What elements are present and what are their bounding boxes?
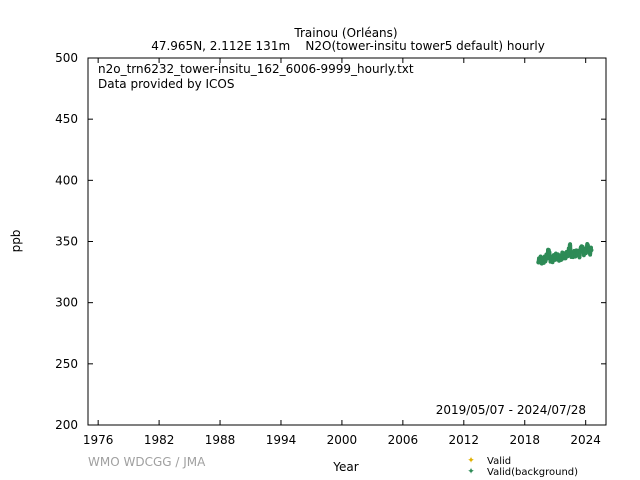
x-tick-label: 1976: [83, 433, 114, 447]
x-tick-label: 2012: [449, 433, 480, 447]
legend-label-valid: Valid: [487, 456, 511, 467]
x-tick-label: 2018: [509, 433, 540, 447]
y-tick-label: 250: [55, 357, 78, 371]
x-axis-ticks: 1976 1982 1988 1994 2000 2006 2012 2018 2024: [83, 58, 601, 447]
y-axis-ticks: 200 250 300 350 400 450 500: [55, 51, 606, 432]
legend-marker-valid: ✦: [467, 456, 475, 466]
x-tick-label: 1988: [205, 433, 236, 447]
y-tick-label: 350: [55, 235, 78, 249]
x-tick-label: 1982: [144, 433, 175, 447]
x-tick-label: 1994: [266, 433, 297, 447]
y-tick-label: 400: [55, 173, 78, 187]
y-axis-label: ppb: [9, 230, 23, 253]
y-tick-label: 450: [55, 112, 78, 126]
y-tick-label: 300: [55, 296, 78, 310]
date-range-label: 2019/05/07 - 2024/07/28: [436, 403, 586, 417]
y-tick-label: 200: [55, 418, 78, 432]
data-points: [536, 241, 594, 266]
x-axis-label: Year: [332, 460, 358, 474]
x-tick-label: 2024: [570, 433, 601, 447]
provider-label: Data provided by ICOS: [98, 77, 234, 91]
plot-area: [87, 57, 607, 426]
file-label: n2o_trn6232_tower-insitu_162_6006-9999_h…: [98, 62, 414, 76]
watermark: WMO WDCGG / JMA: [88, 455, 206, 469]
legend: ✦ Valid ✦ Valid(background): [467, 456, 578, 478]
x-tick-label: 2000: [327, 433, 358, 447]
x-tick-label: 2006: [388, 433, 419, 447]
y-tick-label: 500: [55, 51, 78, 65]
data-point: [589, 247, 594, 253]
legend-marker-background: ✦: [467, 467, 475, 477]
legend-label-background: Valid(background): [487, 467, 578, 478]
chart-title: Trainou (Orléans): [293, 26, 397, 40]
chart-subtitle: 47.965N, 2.112E 131m N2O(tower-insitu to…: [151, 39, 545, 53]
